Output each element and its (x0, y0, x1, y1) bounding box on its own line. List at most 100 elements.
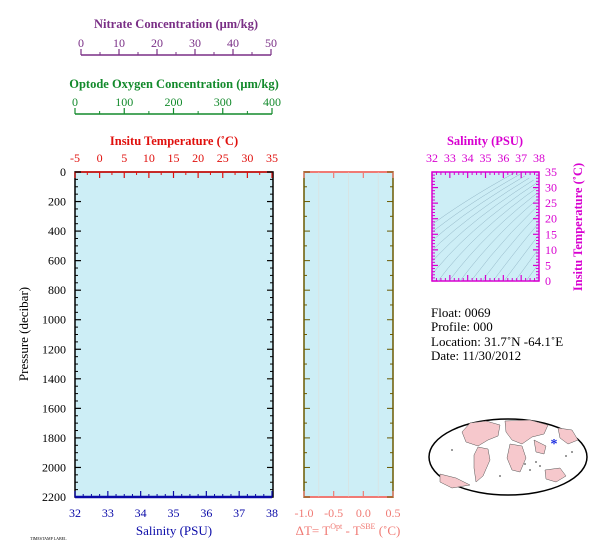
ts-ylabel: Insitu Temperature (˚C) (571, 163, 585, 291)
pressure-axis-tick-label: 1800 (42, 431, 66, 445)
pressure-axis-tick-label: 400 (48, 224, 66, 238)
map-island-dot (539, 465, 541, 467)
ts-contour-line (432, 172, 517, 225)
dt-axis-tick-label: 0.0 (356, 506, 371, 520)
pressure-axis-tick-label: 1000 (42, 313, 66, 327)
salinity-axis-tick-label: 36 (200, 506, 212, 520)
ts-y-tick-label: 10 (545, 243, 557, 257)
temperature-axis-tick-label: 5 (121, 151, 127, 165)
nitrate-axis-tick-label: 10 (113, 36, 125, 50)
ts-y-tick-label: 0 (545, 274, 551, 288)
salinity-axis-tick-label: 34 (135, 506, 147, 520)
ts-contour-line (514, 247, 539, 281)
salinity-axis-tick-label: 32 (69, 506, 81, 520)
oxygen-axis-tick-label: 0 (72, 95, 78, 109)
dt-axis-tick-label: -0.5 (324, 506, 343, 520)
ts-contour-line (432, 173, 521, 233)
date: Date: 11/30/2012 (431, 348, 521, 363)
ts-y-tick-label: 5 (545, 258, 551, 272)
pressure-axis-tick-label: 800 (48, 283, 66, 297)
ts-y-tick-label: 20 (545, 212, 557, 226)
dt-axis-title: ΔT= TOpt - TSBE (˚C) (296, 522, 401, 538)
ts-x-tick-label: 35 (480, 151, 492, 165)
temperature-axis-tick-label: -5 (70, 151, 80, 165)
dt-title-unit: (˚C) (375, 523, 400, 538)
salinity-axis-title: Salinity (PSU) (136, 523, 212, 538)
oxygen-axis-tick-label: 300 (214, 95, 232, 109)
ts-x-tick-label: 36 (497, 151, 509, 165)
location: Location: 31.7˚N -64.1˚E (431, 334, 563, 349)
map-island-dot (529, 469, 531, 471)
ts-contour-line (481, 212, 539, 281)
map-island-dot (499, 475, 501, 477)
salinity-axis-tick-label: 35 (168, 506, 180, 520)
dt-title-sup-opt: Opt (330, 522, 343, 531)
ts-y-tick-label: 35 (545, 165, 557, 179)
temperature-axis-tick-label: 10 (143, 151, 155, 165)
ts-plot-area (431, 171, 540, 282)
nitrate-axis-tick-label: 50 (265, 36, 277, 50)
ts-density-contours (432, 172, 539, 281)
map-island-dot (571, 451, 573, 453)
ts-x-tick-label: 33 (444, 151, 456, 165)
pressure-axis-tick-label: 1400 (42, 372, 66, 386)
salinity-axis-tick-label: 38 (266, 506, 278, 520)
pressure-axis-tick-label: 600 (48, 254, 66, 268)
ts-contour-line (525, 262, 539, 281)
profile-id: Profile: 000 (431, 319, 493, 334)
profile-panel: Insitu Temperature (˚C) -5 0 5 10 15 20 25 30 35… (16, 134, 278, 538)
ts-y-tick-label: 15 (545, 227, 557, 241)
salinity-axis-tick-label: 33 (102, 506, 114, 520)
oxygen-axis-tick-label: 200 (165, 95, 183, 109)
world-map: * (428, 418, 588, 496)
map-land (439, 419, 579, 489)
pressure-axis-tick-label: 1200 (42, 342, 66, 356)
nitrate-axis-tick-label: 20 (151, 36, 163, 50)
nitrate-axis: Nitrate Concentration (μm/kg) 0 10 20 30 40 5… (78, 17, 277, 56)
pressure-axis-tick-label: 2000 (42, 460, 66, 474)
ts-contour-line (432, 175, 525, 242)
ts-contour-line (492, 222, 539, 281)
ts-y-tick-label: 30 (545, 181, 557, 195)
pressure-axis-tick-label: 0 (60, 165, 66, 179)
ts-x-tick-label: 37 (515, 151, 527, 165)
ts-x-tick-label: 34 (462, 151, 474, 165)
ts-contour-line (432, 179, 534, 263)
float-location-marker: * (551, 437, 558, 452)
float-id: Float: 0069 (431, 305, 491, 320)
float-info: Float: 0069 Profile: 000 Location: 31.7˚… (431, 305, 563, 363)
pressure-axis-tick-label: 1600 (42, 401, 66, 415)
oxygen-axis-tick-label: 400 (263, 95, 281, 109)
temperature-axis-tick-label: 35 (266, 151, 278, 165)
ts-contour-line (448, 191, 539, 281)
temperature-axis-tick-label: 25 (217, 151, 229, 165)
ts-contour-line (459, 197, 539, 281)
nitrate-axis-title: Nitrate Concentration (μm/kg) (94, 17, 258, 31)
temperature-axis-tick-label: 15 (168, 151, 180, 165)
nitrate-axis-tick-label: 30 (189, 36, 201, 50)
ts-contour-line (470, 204, 539, 281)
footer-label: TIMESTAMP LABEL (30, 536, 67, 541)
pressure-axis-title: Pressure (decibar) (16, 287, 31, 381)
ts-x-tick-label: 38 (533, 151, 545, 165)
pressure-axis-tick-label: 200 (48, 195, 66, 209)
nitrate-axis-tick-label: 40 (227, 36, 239, 50)
oxygen-axis: Optode Oxygen Concentration (μm/kg) 0 100… (69, 77, 281, 115)
map-island-dot (535, 461, 537, 463)
oxygen-axis-tick-label: 100 (115, 95, 133, 109)
temperature-axis-tick-label: 30 (241, 151, 253, 165)
profile-plot-area (74, 171, 274, 498)
nitrate-axis-tick-label: 0 (78, 36, 84, 50)
temperature-axis-tick-label: 20 (192, 151, 204, 165)
dt-title-sup-sbe: SBE (361, 522, 376, 531)
dt-title-base: ΔT= T (296, 523, 331, 538)
salinity-axis-tick-label: 37 (233, 506, 245, 520)
ts-y-tick-label: 25 (545, 196, 557, 210)
ts-contour-line (503, 234, 539, 281)
map-island-dot (565, 455, 567, 457)
oxygen-axis-title: Optode Oxygen Concentration (μm/kg) (69, 77, 279, 91)
ts-contour-line (432, 177, 530, 251)
map-island-dot (524, 463, 526, 465)
map-island-dot (451, 449, 453, 451)
